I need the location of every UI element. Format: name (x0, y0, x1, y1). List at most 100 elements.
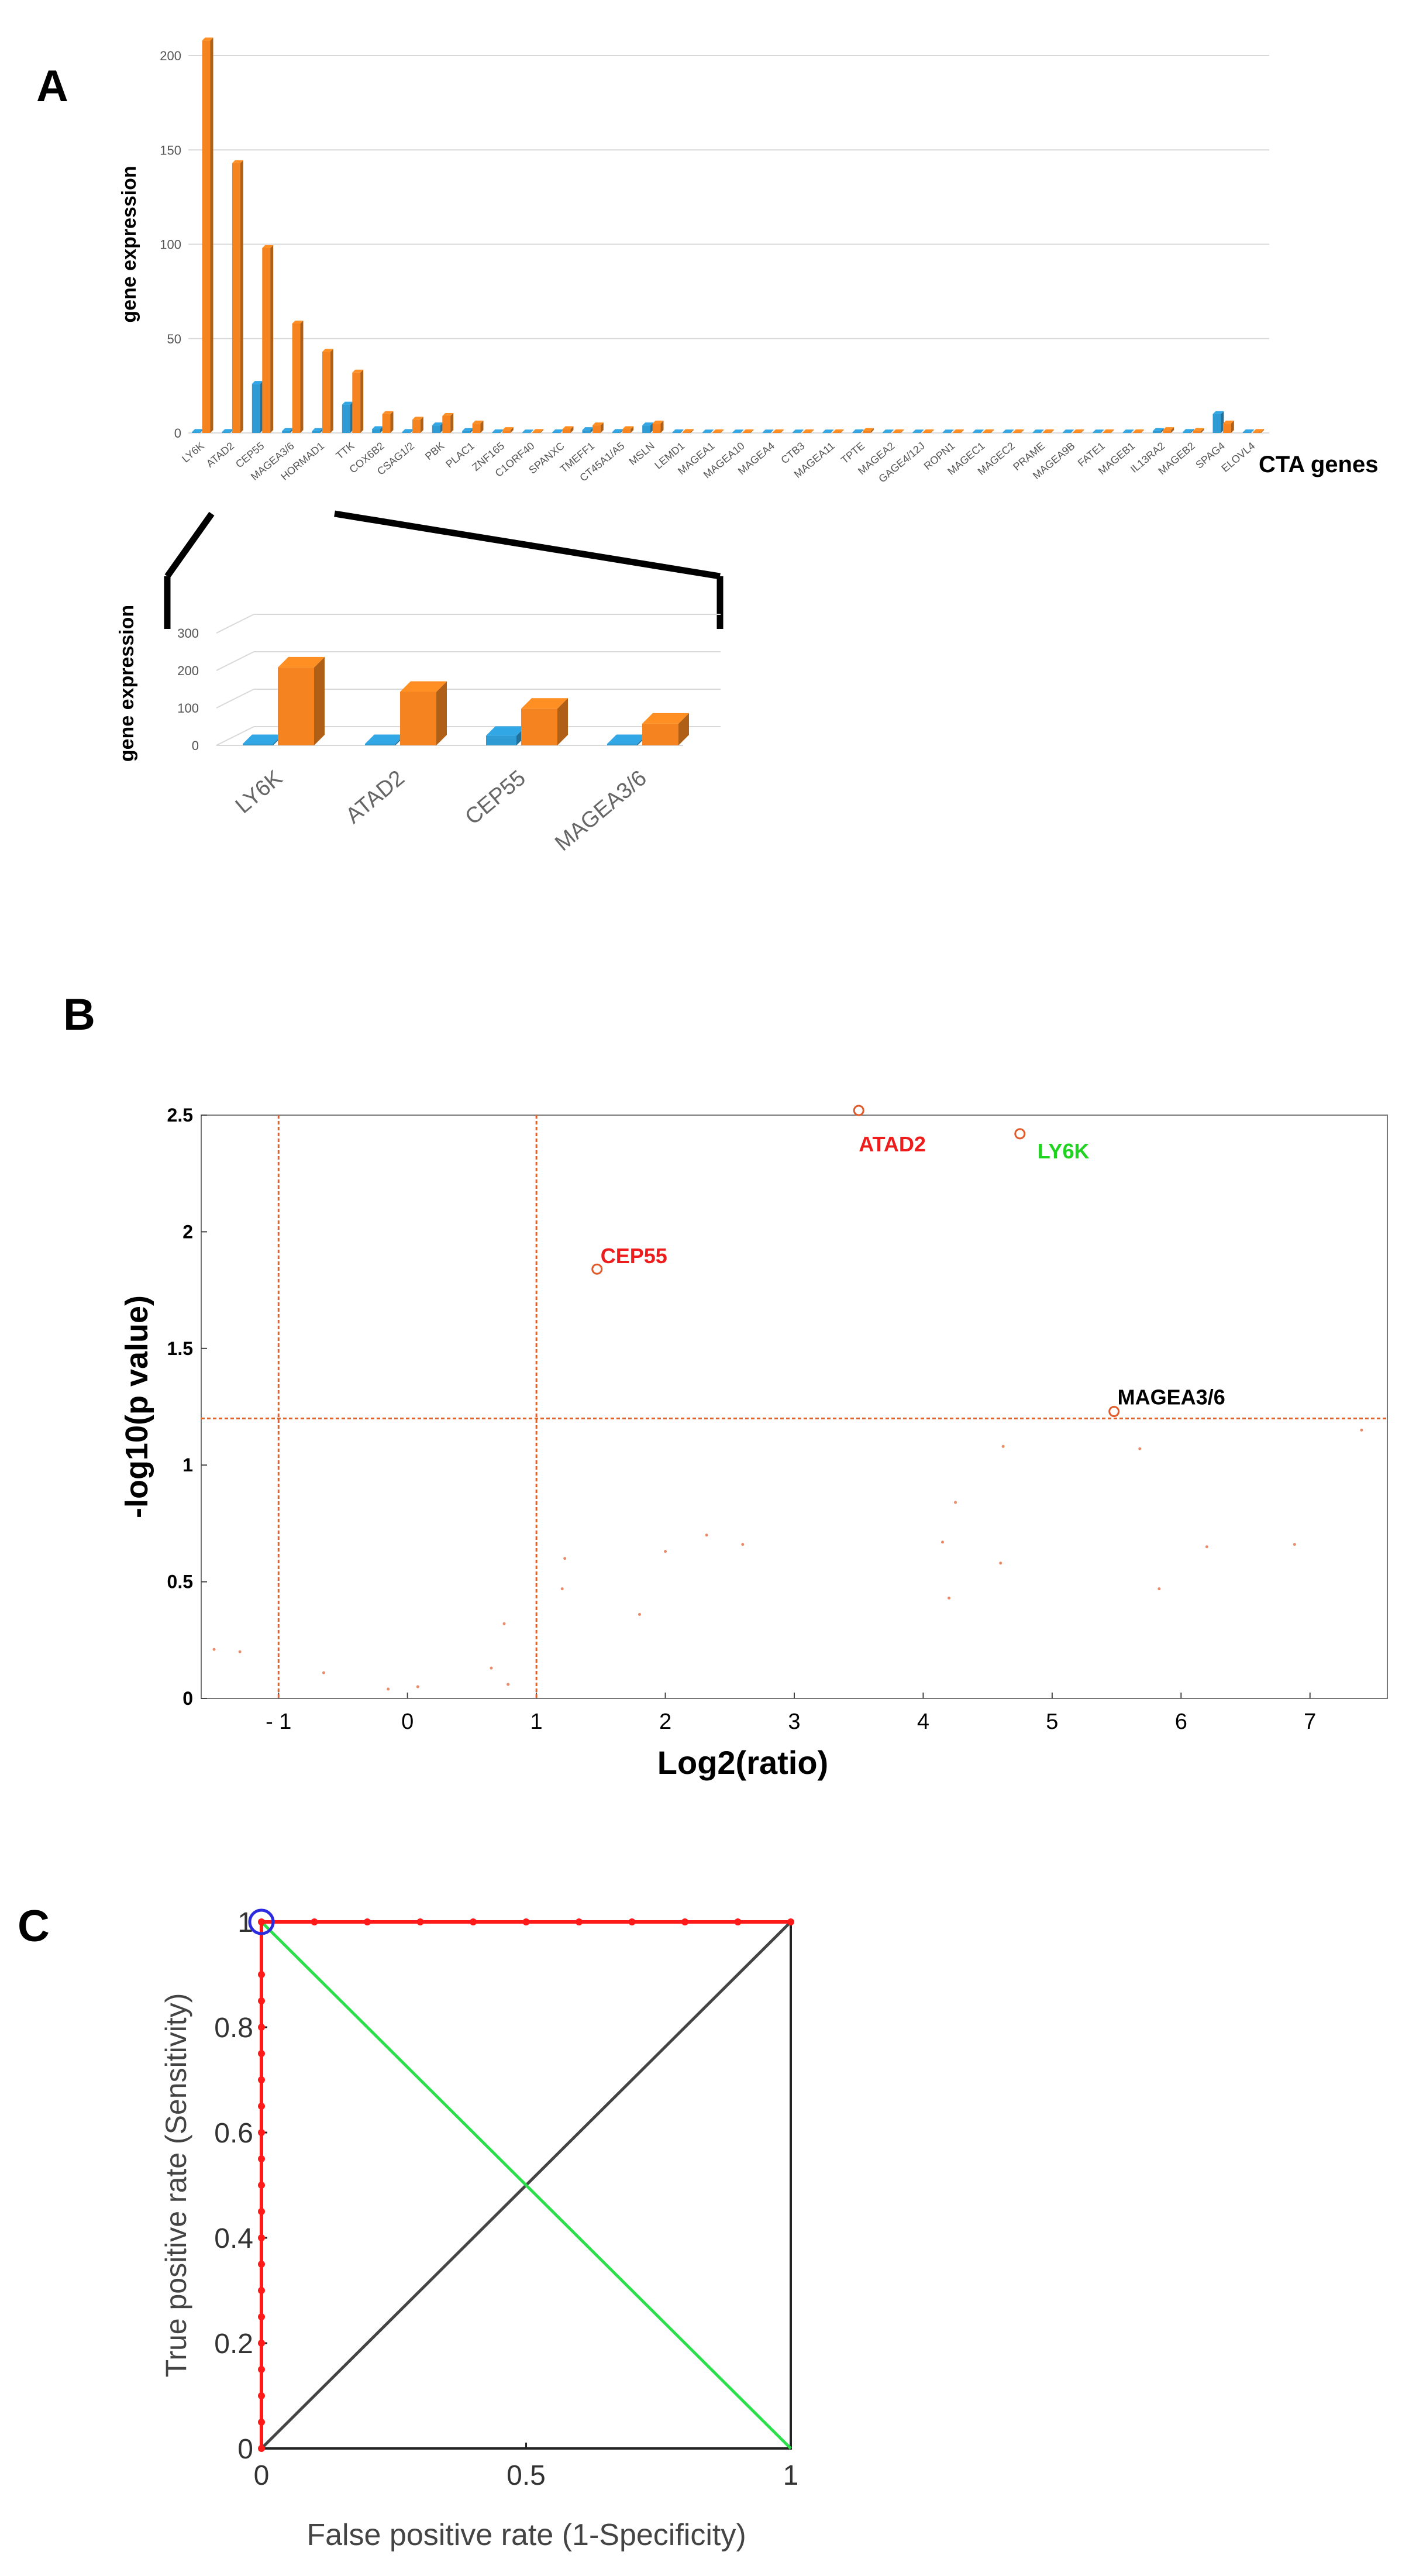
a-main-bar-normal (972, 429, 984, 433)
a-inset-ytick: 100 (177, 701, 199, 716)
a-main-bar-normal-front (1242, 432, 1251, 433)
a-main-bar-normal (672, 429, 684, 433)
a-inset-grid-left (216, 726, 254, 746)
a-inset-bar-normal-top (365, 734, 405, 744)
a-main-bar-tumor-front (262, 247, 271, 433)
a-main-bar-tumor-side (1111, 429, 1114, 433)
a-inset-bar-tumor-side (678, 713, 689, 745)
a-main-bar-normal-side (1041, 429, 1044, 433)
c-roc-point (258, 2313, 265, 2320)
a-main-bar-normal-top (552, 429, 564, 433)
c-roc-point (258, 1971, 265, 1978)
a-main-bar-normal-top (702, 429, 714, 433)
a-inset-grid-left (216, 651, 254, 671)
a-inset-ytick: 200 (177, 663, 199, 678)
a-main-bar-normal-top (942, 429, 954, 433)
b-highlight-label: CEP55 (601, 1244, 667, 1268)
a-main-bar-tumor (472, 420, 484, 433)
c-roc-point (258, 2366, 265, 2373)
c-roc-point (258, 2287, 265, 2294)
c-roc-point (258, 2155, 265, 2162)
a-inset-bar-tumor-top (521, 698, 568, 709)
a-main-bar-normal (462, 428, 474, 433)
c-ytick: 0.2 (214, 2329, 253, 2360)
a-main-bar-normal-top (852, 429, 864, 433)
b-xtick: 6 (1175, 1710, 1187, 1734)
a-inset-bar-normal-front (243, 744, 273, 745)
panel-b: B 0 0.5 1 1.5 2 2.5 - 1 0 1 2 3 4 5 6 7 ATAD2 LY6K CEP55 M… (63, 990, 1388, 1781)
a-main-bar-tumor-side (360, 369, 364, 433)
a-main-bar-normal-front (1212, 414, 1221, 433)
a-main-bar-normal-side (770, 429, 774, 433)
a-main-bar-tumor-top (472, 420, 484, 424)
b-point (490, 1666, 493, 1670)
b-point (941, 1540, 944, 1544)
a-main-bar-tumor (412, 417, 423, 433)
a-main-bar-normal-top (1152, 428, 1164, 431)
a-inset-ytick: 0 (192, 738, 199, 753)
a-main-bar-tumor-front (1163, 430, 1172, 433)
a-main-bar-tumor-side (600, 422, 604, 433)
a-main-bar-normal-side (1101, 429, 1104, 433)
a-inset-bar-tumor-top (278, 656, 325, 668)
c-xtick: 1 (783, 2460, 799, 2491)
a-main-bar-tumor-front (952, 432, 961, 433)
a-main-bar-tumor-side (330, 349, 333, 433)
a-main-bar-normal-top (762, 429, 774, 433)
a-main-bar-tumor-side (240, 160, 243, 433)
a-main-bar-normal-side (800, 429, 804, 433)
a-main-bar-tumor-front (412, 419, 421, 433)
a-main-bar-tumor-top (952, 429, 964, 433)
a-main-bar-normal-top (282, 428, 294, 431)
a-main-bar-tumor (532, 429, 544, 433)
c-ytick: 0.4 (214, 2223, 253, 2254)
a-inset-bar-normal-front (365, 744, 395, 745)
a-main-bar-normal-top (1242, 429, 1254, 433)
b-point (387, 1687, 390, 1691)
c-roc-point (258, 2234, 265, 2241)
a-main-bar-normal-side (1011, 429, 1014, 433)
c-equal-error-line (260, 1921, 792, 2450)
a-main-bar-tumor (742, 429, 754, 433)
b-point (954, 1501, 957, 1504)
a-main-bar-tumor-top (532, 429, 544, 432)
a-inset-bar-tumor-front (521, 709, 557, 745)
a-main-bar-tumor-front (893, 432, 901, 433)
c-roc-point (470, 1918, 477, 1925)
a-main-bar-tumor-side (510, 427, 514, 433)
a-main-bar-tumor-side (270, 245, 274, 433)
zoom-connector-left (164, 511, 215, 579)
b-xtick: 2 (659, 1710, 671, 1734)
c-roc-curve (260, 1920, 791, 2448)
a-main-bar-tumor (652, 420, 664, 433)
zoom-connector (164, 510, 724, 629)
b-highlight-label: ATAD2 (859, 1132, 926, 1156)
a-main-bar-tumor-front (1222, 423, 1231, 433)
a-main-bar-tumor-side (631, 426, 634, 433)
a-main-bar-tumor-front (1253, 432, 1262, 433)
a-main-bar-tumor (1073, 429, 1084, 433)
a-main-bar-normal-front (732, 432, 741, 433)
a-main-bar-tumor-front (1042, 432, 1051, 433)
a-main-bar-tumor-side (1231, 420, 1234, 433)
b-point (212, 1648, 216, 1651)
a-inset-grid-left (216, 689, 254, 709)
a-main-bar-tumor (622, 426, 634, 433)
a-main-bar-normal-top (582, 427, 594, 431)
a-main-ylabel: gene expression (118, 166, 140, 322)
a-main-bar-normal-top (402, 429, 414, 432)
a-main-bar-tumor-front (682, 432, 691, 433)
a-main-bar-tumor (1163, 427, 1174, 433)
a-main-bar-normal-top (642, 422, 654, 426)
a-main-bar-tumor (1193, 428, 1204, 433)
b-point (1293, 1543, 1296, 1546)
a-main-xlabel: CTA genes (1259, 452, 1378, 477)
a-main-bar-normal-top (1062, 429, 1074, 433)
c-roc-point (364, 1918, 371, 1925)
a-main-xtick: ATAD2 (204, 440, 236, 470)
a-main-bar-normal-top (972, 429, 984, 433)
a-main-bar-tumor-top (442, 412, 454, 416)
c-roc-point (258, 1997, 265, 2004)
a-main-bar-tumor-side (1021, 429, 1024, 433)
